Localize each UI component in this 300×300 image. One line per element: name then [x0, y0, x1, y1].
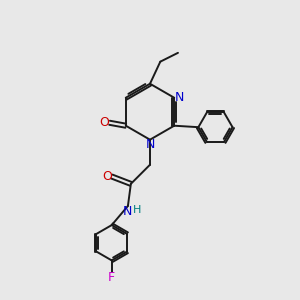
Text: F: F — [108, 271, 115, 284]
Text: O: O — [102, 170, 112, 183]
Text: O: O — [99, 116, 109, 129]
Text: N: N — [123, 205, 133, 218]
Text: N: N — [175, 91, 184, 103]
Text: N: N — [145, 139, 155, 152]
Text: H: H — [133, 206, 141, 215]
